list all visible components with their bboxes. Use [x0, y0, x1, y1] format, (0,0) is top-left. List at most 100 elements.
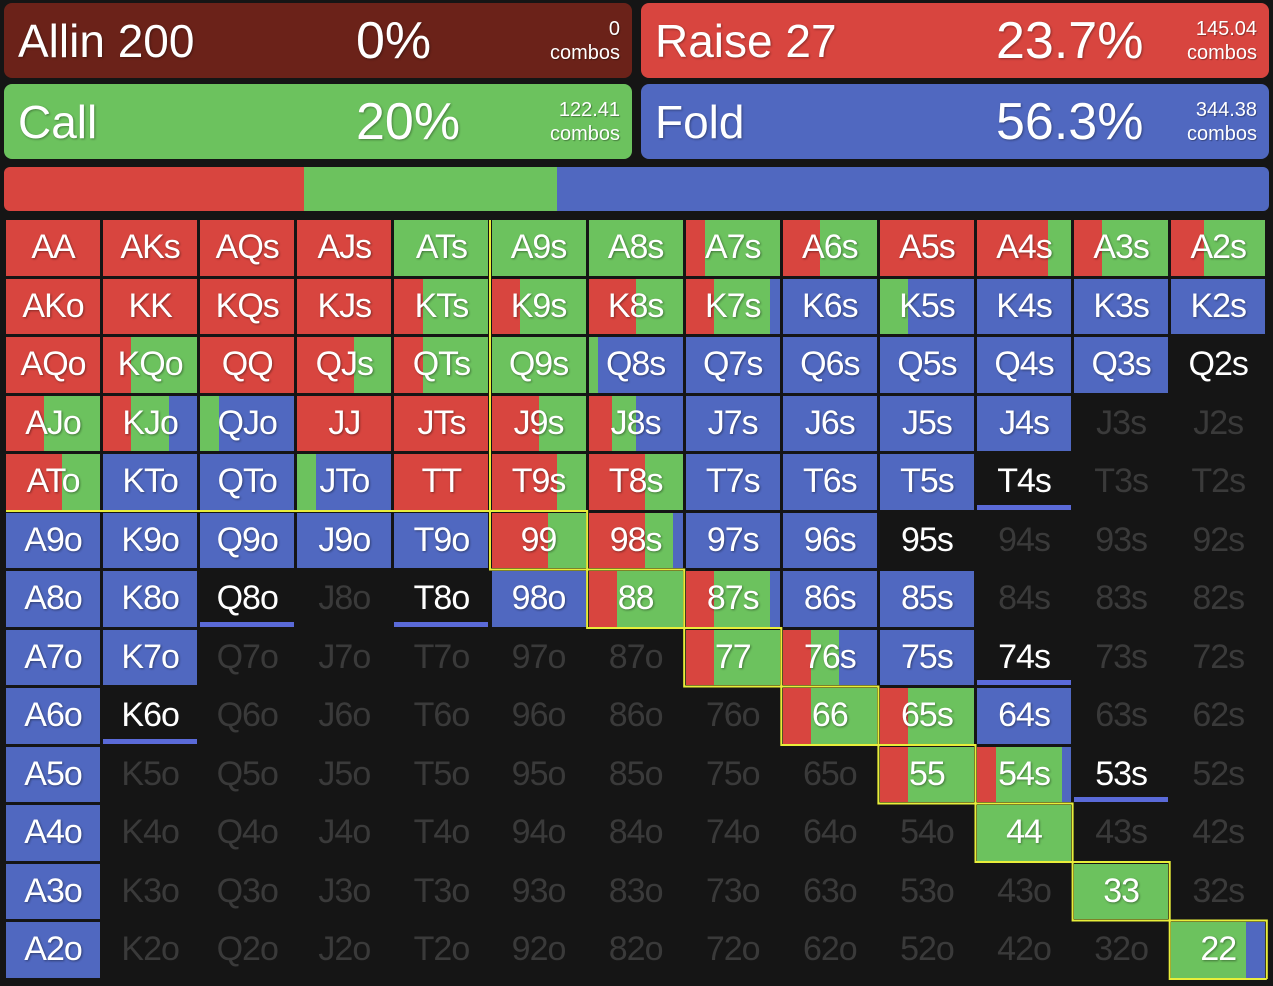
- hand-cell-52s[interactable]: 52s: [1171, 747, 1265, 803]
- hand-cell-QJo[interactable]: QJo: [200, 395, 295, 451]
- hand-cell-Q8o[interactable]: Q8o: [200, 571, 295, 627]
- hand-cell-A2s[interactable]: A2s: [1171, 220, 1266, 276]
- hand-cell-T3o[interactable]: T3o: [394, 864, 488, 920]
- hand-cell-44[interactable]: 44: [977, 805, 1072, 861]
- hand-cell-T6o[interactable]: T6o: [394, 688, 488, 744]
- hand-cell-52o[interactable]: 52o: [880, 922, 974, 978]
- hand-cell-J8s[interactable]: J8s: [588, 395, 683, 451]
- hand-cell-94o[interactable]: 94o: [492, 805, 586, 861]
- hand-cell-62o[interactable]: 62o: [783, 922, 877, 978]
- hand-cell-A4s[interactable]: A4s: [977, 220, 1072, 276]
- hand-cell-T9s[interactable]: T9s: [491, 454, 586, 510]
- hand-cell-84s[interactable]: 84s: [977, 571, 1071, 627]
- hand-cell-93s[interactable]: 93s: [1074, 513, 1168, 569]
- hand-cell-JJ[interactable]: JJ: [297, 395, 392, 451]
- hand-cell-Q5o[interactable]: Q5o: [200, 747, 294, 803]
- hand-cell-88[interactable]: 88: [588, 571, 683, 627]
- hand-cell-A8o[interactable]: A8o: [6, 571, 101, 627]
- hand-cell-87o[interactable]: 87o: [589, 630, 683, 686]
- hand-cell-73s[interactable]: 73s: [1074, 630, 1168, 686]
- hand-cell-K7s[interactable]: K7s: [685, 278, 780, 334]
- hand-cell-75o[interactable]: 75o: [686, 747, 780, 803]
- hand-cell-T5o[interactable]: T5o: [394, 747, 488, 803]
- hand-cell-J6o[interactable]: J6o: [297, 688, 391, 744]
- hand-cell-72s[interactable]: 72s: [1171, 630, 1265, 686]
- hand-cell-T4o[interactable]: T4o: [394, 805, 488, 861]
- hand-cell-95s[interactable]: 95s: [880, 513, 974, 569]
- hand-cell-A5o[interactable]: A5o: [6, 746, 101, 802]
- hand-cell-AJs[interactable]: AJs: [297, 220, 392, 276]
- hand-cell-A5s[interactable]: A5s: [879, 220, 974, 276]
- hand-cell-J3o[interactable]: J3o: [297, 864, 391, 920]
- hand-cell-KK[interactable]: KK: [103, 278, 198, 334]
- hand-cell-32s[interactable]: 32s: [1171, 864, 1265, 920]
- hand-cell-95o[interactable]: 95o: [492, 747, 586, 803]
- hand-cell-86s[interactable]: 86s: [782, 571, 877, 627]
- hand-cell-KJs[interactable]: KJs: [297, 278, 392, 334]
- hand-cell-22[interactable]: 22: [1171, 922, 1266, 978]
- hand-cell-53s[interactable]: 53s: [1074, 747, 1169, 802]
- hand-cell-Q2o[interactable]: Q2o: [200, 922, 294, 978]
- hand-cell-Q9s[interactable]: Q9s: [491, 337, 586, 393]
- hand-cell-K5o[interactable]: K5o: [103, 747, 197, 803]
- hand-cell-64s[interactable]: 64s: [977, 688, 1072, 744]
- hand-cell-K5s[interactable]: K5s: [879, 278, 974, 334]
- hand-cell-96o[interactable]: 96o: [492, 688, 586, 744]
- hand-cell-J3s[interactable]: J3s: [1074, 396, 1168, 452]
- hand-cell-94s[interactable]: 94s: [977, 513, 1071, 569]
- hand-cell-74s[interactable]: 74s: [977, 630, 1072, 685]
- hand-cell-AQs[interactable]: AQs: [200, 220, 295, 276]
- hand-cell-A9o[interactable]: A9o: [6, 512, 101, 568]
- hand-cell-76o[interactable]: 76o: [686, 688, 780, 744]
- hand-cell-42s[interactable]: 42s: [1171, 805, 1265, 861]
- hand-cell-92s[interactable]: 92s: [1171, 513, 1265, 569]
- hand-cell-J9s[interactable]: J9s: [491, 395, 586, 451]
- hand-cell-AQo[interactable]: AQo: [6, 337, 101, 393]
- hand-cell-83s[interactable]: 83s: [1074, 571, 1168, 627]
- hand-cell-J5o[interactable]: J5o: [297, 747, 391, 803]
- hand-cell-A8s[interactable]: A8s: [588, 220, 683, 276]
- hand-cell-K6s[interactable]: K6s: [782, 278, 877, 334]
- hand-cell-AKs[interactable]: AKs: [103, 220, 198, 276]
- hand-cell-A7o[interactable]: A7o: [6, 629, 101, 685]
- hand-cell-82s[interactable]: 82s: [1171, 571, 1265, 627]
- hand-cell-AJo[interactable]: AJo: [6, 395, 101, 451]
- hand-cell-AKo[interactable]: AKo: [6, 278, 101, 334]
- hand-cell-54s[interactable]: 54s: [977, 746, 1072, 802]
- hand-cell-ATs[interactable]: ATs: [394, 220, 489, 276]
- hand-cell-A6s[interactable]: A6s: [782, 220, 877, 276]
- hand-cell-A2o[interactable]: A2o: [6, 922, 101, 978]
- action-fold[interactable]: Fold 56.3% 344.38 combos: [641, 84, 1269, 159]
- hand-cell-Q2s[interactable]: Q2s: [1171, 337, 1265, 393]
- hand-cell-J6s[interactable]: J6s: [782, 395, 877, 451]
- hand-cell-54o[interactable]: 54o: [880, 805, 974, 861]
- hand-cell-K6o[interactable]: K6o: [103, 688, 198, 744]
- hand-cell-K2o[interactable]: K2o: [103, 922, 197, 978]
- hand-cell-J7o[interactable]: J7o: [297, 630, 391, 686]
- hand-cell-93o[interactable]: 93o: [492, 864, 586, 920]
- hand-cell-Q3s[interactable]: Q3s: [1074, 337, 1169, 393]
- hand-cell-A4o[interactable]: A4o: [6, 805, 101, 861]
- hand-cell-J4s[interactable]: J4s: [977, 395, 1072, 451]
- hand-cell-K4o[interactable]: K4o: [103, 805, 197, 861]
- hand-cell-64o[interactable]: 64o: [783, 805, 877, 861]
- hand-cell-42o[interactable]: 42o: [977, 922, 1071, 978]
- hand-cell-T3s[interactable]: T3s: [1074, 454, 1168, 510]
- hand-cell-87s[interactable]: 87s: [685, 571, 780, 627]
- hand-cell-T7o[interactable]: T7o: [394, 630, 488, 686]
- hand-cell-QQ[interactable]: QQ: [200, 337, 295, 393]
- hand-cell-86o[interactable]: 86o: [589, 688, 683, 744]
- hand-cell-K9o[interactable]: K9o: [103, 512, 198, 568]
- hand-cell-J2s[interactable]: J2s: [1171, 396, 1265, 452]
- hand-cell-Q3o[interactable]: Q3o: [200, 864, 294, 920]
- hand-cell-92o[interactable]: 92o: [492, 922, 586, 978]
- hand-cell-63o[interactable]: 63o: [783, 864, 877, 920]
- hand-cell-72o[interactable]: 72o: [686, 922, 780, 978]
- hand-cell-K8s[interactable]: K8s: [588, 278, 683, 334]
- hand-cell-Q7o[interactable]: Q7o: [200, 630, 294, 686]
- hand-cell-KTs[interactable]: KTs: [394, 278, 489, 334]
- hand-cell-A3o[interactable]: A3o: [6, 863, 101, 919]
- hand-cell-QTs[interactable]: QTs: [394, 337, 489, 393]
- hand-cell-J2o[interactable]: J2o: [297, 922, 391, 978]
- hand-cell-J8o[interactable]: J8o: [297, 571, 391, 627]
